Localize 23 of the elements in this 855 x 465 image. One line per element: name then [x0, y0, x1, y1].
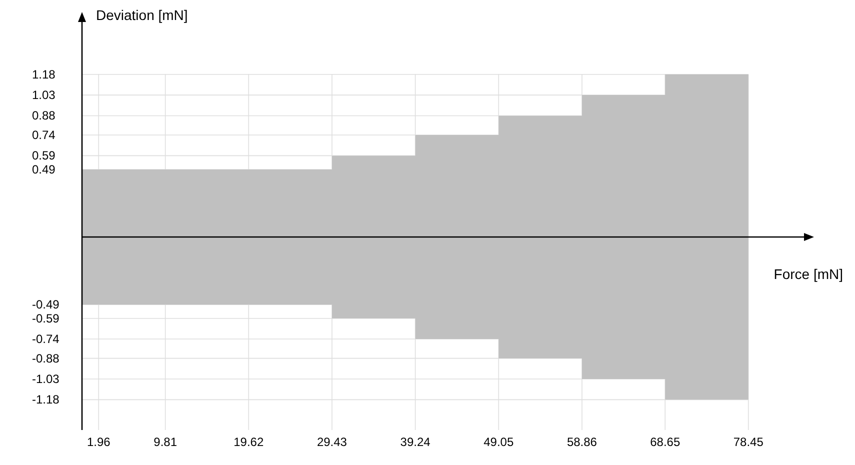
x-tick-label: 1.96 [86, 435, 111, 449]
y-tick-label: 1.18 [32, 67, 56, 82]
x-axis-title: Force [mN] [774, 266, 843, 282]
y-tick-label: 0.49 [32, 162, 56, 176]
y-tick-label: -0.59 [32, 311, 60, 326]
y-tick-label: -0.74 [32, 332, 60, 346]
x-tick-label: 58.86 [566, 435, 598, 449]
x-tick-label: 9.81 [154, 435, 178, 449]
y-tick-label: -1.18 [32, 392, 60, 407]
x-tick-label: 29.43 [316, 435, 348, 449]
y-tick-label: -0.88 [32, 351, 60, 366]
y-tick-label: -0.49 [32, 298, 60, 312]
x-tick-label: 39.24 [400, 435, 431, 449]
y-tick-label: 0.88 [32, 108, 56, 123]
y-axis-title: Deviation [mN] [96, 7, 188, 23]
y-tick-label: 0.74 [32, 128, 56, 142]
x-tick-label: 78.45 [733, 435, 764, 449]
y-tick-label: 1.03 [32, 88, 56, 102]
x-tick-label: 49.05 [484, 435, 514, 449]
y-tick-label: -1.03 [32, 372, 60, 386]
x-tick-label: 19.62 [234, 435, 264, 449]
y-tick-label: 0.59 [32, 148, 56, 163]
x-tick-label: 68.65 [650, 435, 680, 449]
